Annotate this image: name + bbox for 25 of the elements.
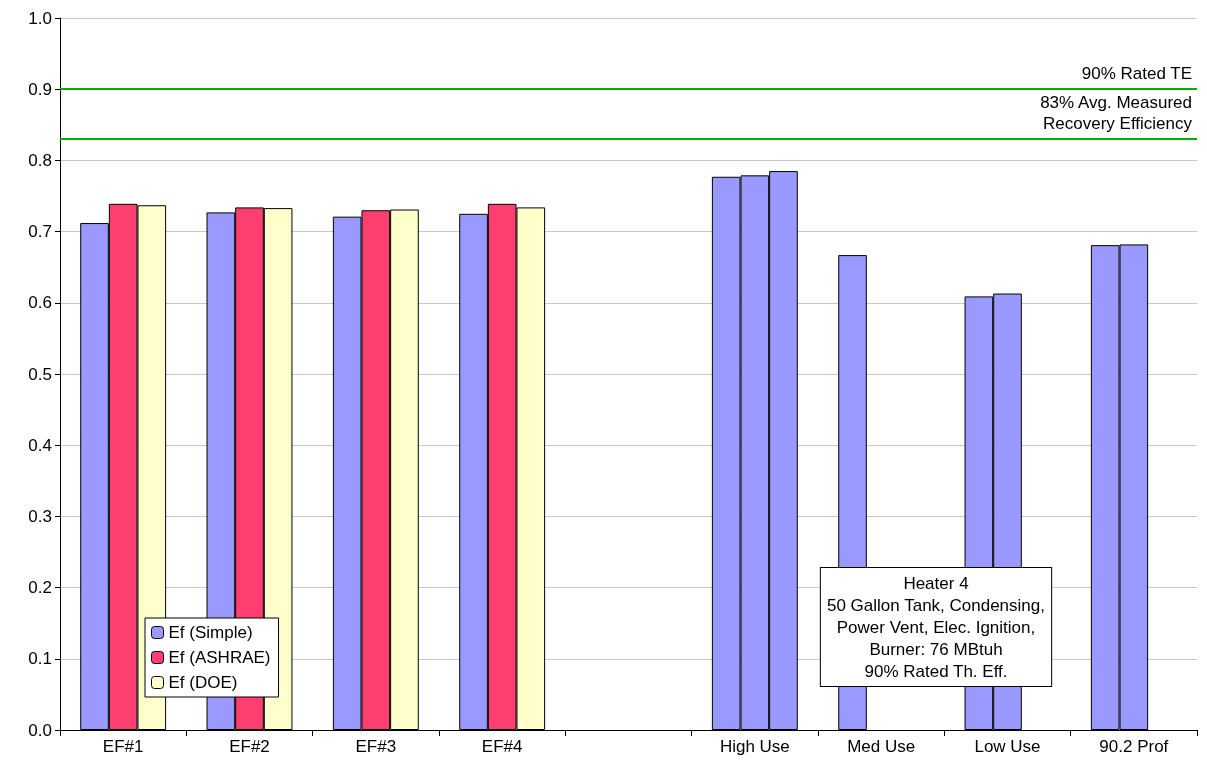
x-tick-label: High Use — [719, 737, 790, 756]
y-tick-label: 0.6 — [28, 293, 52, 313]
legend-label: Ef (Simple) — [168, 623, 253, 642]
y-tick-label: 0.1 — [28, 649, 52, 669]
x-tick-label: EF#4 — [481, 737, 523, 756]
y-tick-label: 0.0 — [28, 720, 52, 740]
y-tick-label: 0.2 — [28, 578, 52, 598]
legend-label: Ef (ASHRAE) — [168, 648, 271, 667]
x-tick-label: EF#3 — [355, 737, 397, 756]
y-tick-label: 0.3 — [28, 506, 52, 526]
y-tick-label: 0.9 — [28, 79, 52, 99]
x-tick-label: Low Use — [974, 737, 1041, 756]
y-tick-label: 1.0 — [28, 8, 52, 28]
ref-line-label: 83% Avg. Measured Recovery Efficiency — [1040, 93, 1193, 134]
y-tick-label: 0.7 — [28, 222, 52, 242]
x-tick-label: EF#2 — [229, 737, 270, 756]
y-tick-label: 0.8 — [28, 150, 52, 170]
x-tick-label: EF#1 — [102, 737, 144, 756]
x-tick-label: 90.2 Prof — [1099, 737, 1169, 756]
annotation: Heater 4 50 Gallon Tank, Condensing, Power Vent, Elec. Ignition, Burner: 76 MBtuh 90% Rated Th. Eff. — [826, 573, 1046, 681]
x-tick-label: Med Use — [847, 737, 916, 756]
y-tick-label: 0.5 — [28, 364, 52, 384]
ref-line-label: 90% Rated TE — [1081, 64, 1192, 84]
legend-label: Ef (DOE) — [168, 673, 238, 692]
y-tick-label: 0.4 — [28, 435, 52, 455]
